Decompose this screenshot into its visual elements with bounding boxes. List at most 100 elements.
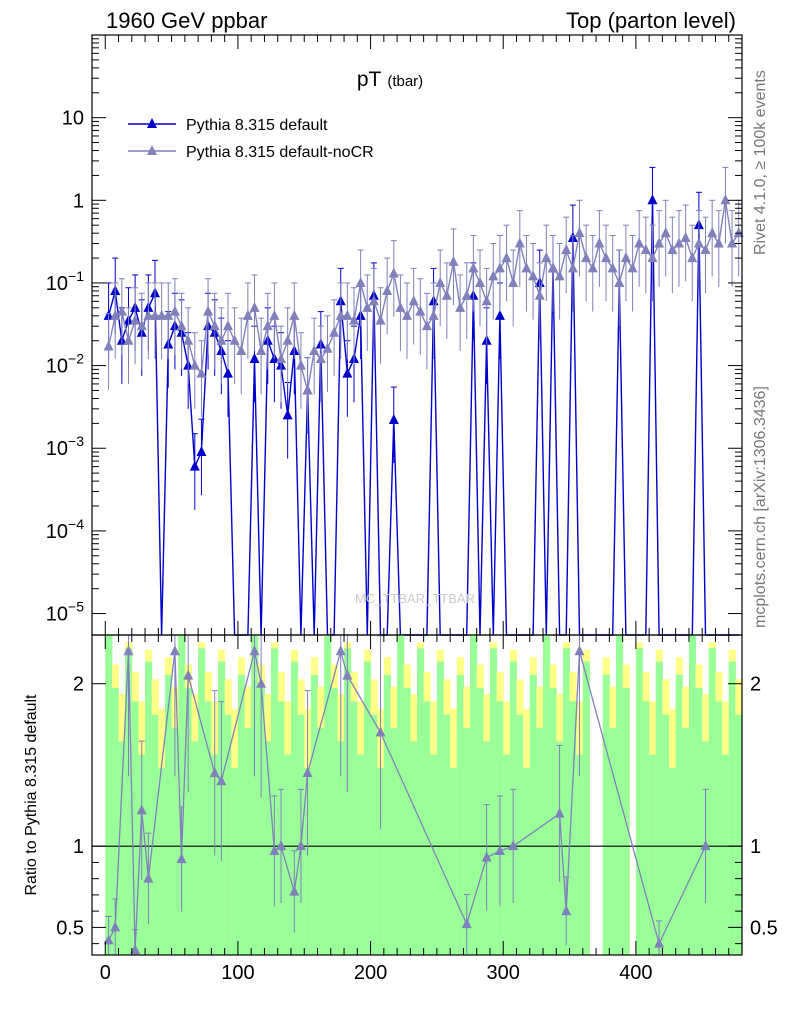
data-point-nocr xyxy=(342,309,353,320)
ratio-band-inner xyxy=(655,661,663,955)
data-point-nocr xyxy=(382,284,393,295)
data-point-nocr xyxy=(163,309,174,320)
data-point-nocr xyxy=(601,252,612,263)
data-point-nocr xyxy=(169,305,180,316)
plot-title: pT (tbar) xyxy=(357,68,423,91)
ratio-band-inner xyxy=(118,741,126,955)
data-point-nocr xyxy=(614,276,625,287)
ratio-band-inner xyxy=(549,688,557,955)
ratio-band-inner xyxy=(728,661,736,955)
data-point-nocr xyxy=(441,289,452,300)
legend-label-default: Pythia 8.315 default xyxy=(186,117,328,134)
ratio-point-nocr xyxy=(461,918,472,929)
data-point-nocr xyxy=(421,320,432,331)
ratio-band-inner xyxy=(264,741,272,955)
ratio-point-nocr xyxy=(130,944,141,955)
ratio-band-inner xyxy=(204,701,212,955)
ratio-band-inner xyxy=(576,754,584,955)
ratio-band-inner xyxy=(642,701,650,955)
ratio-band-inner xyxy=(191,741,199,955)
header-right: Top (parton level) xyxy=(566,8,736,33)
legend-label-nocr: Pythia 8.315 default-noCR xyxy=(186,144,374,161)
x-tick-label: 400 xyxy=(619,962,652,984)
data-point-nocr xyxy=(547,262,558,273)
ratio-point-nocr xyxy=(554,807,565,818)
data-point-default xyxy=(494,309,505,320)
ratio-band-inner xyxy=(602,674,610,955)
ratio-band-inner xyxy=(330,688,338,955)
data-point-nocr xyxy=(362,301,373,312)
data-point-nocr xyxy=(242,309,253,320)
series-line-default xyxy=(107,200,739,636)
data-point-nocr xyxy=(620,252,631,263)
series-line-nocr xyxy=(107,200,740,391)
data-point-nocr xyxy=(435,276,446,287)
legend: Pythia 8.315 default Pythia 8.315 defaul… xyxy=(128,117,374,161)
ratio-band-inner xyxy=(489,648,498,955)
data-point-default xyxy=(282,409,293,420)
data-point-nocr xyxy=(587,262,598,273)
data-point-nocr xyxy=(150,309,161,320)
ratio-point-nocr xyxy=(375,726,386,737)
ratio-panel: 0.5 0.5 1 1 2 2 0 100 200 300 400 Ratio to Pythia… xyxy=(23,35,778,984)
data-point-nocr xyxy=(667,244,678,255)
ratio-band-inner xyxy=(529,674,537,955)
ratio-point-nocr xyxy=(302,767,313,778)
data-point-default xyxy=(388,413,399,424)
ratio-point-nocr xyxy=(110,921,121,932)
data-point-nocr xyxy=(461,289,472,300)
ratio-band-inner xyxy=(337,741,345,955)
ratio-band-inner xyxy=(224,714,232,955)
ratio-point-nocr xyxy=(249,645,260,656)
ratio-y-axis: 0.5 0.5 1 1 2 2 xyxy=(56,674,778,945)
ratio-band-inner xyxy=(304,767,312,955)
ratio-band-inner xyxy=(516,714,524,955)
main-ytick-label: 10 xyxy=(62,108,84,130)
data-point-default xyxy=(342,367,353,378)
ratio-point-nocr xyxy=(481,851,492,862)
ratio-band-inner xyxy=(735,714,743,955)
data-point-nocr xyxy=(468,262,479,273)
data-point-nocr xyxy=(428,309,439,320)
data-point-nocr xyxy=(388,267,399,278)
main-ytick-label: 10−3 xyxy=(46,433,84,460)
ratio-point-nocr xyxy=(183,669,194,680)
mcplots-label: mcplots.cern.ch [arXiv:1306.3436] xyxy=(752,386,769,628)
ratio-point-nocr xyxy=(654,937,665,948)
ratio-band-inner xyxy=(178,635,186,955)
ratio-band-inner xyxy=(310,674,319,955)
data-point-nocr xyxy=(727,237,738,248)
ratio-band-inner xyxy=(344,648,352,955)
ratio-point-nocr xyxy=(176,853,187,864)
ratio-line-nocr xyxy=(108,648,707,951)
data-point-nocr xyxy=(594,237,605,248)
data-point-nocr xyxy=(123,334,134,345)
ratio-band-inner xyxy=(708,648,716,955)
ratio-band-inner xyxy=(669,767,677,955)
data-point-default xyxy=(222,367,233,378)
data-point-nocr xyxy=(561,244,572,255)
data-point-default xyxy=(249,353,260,364)
data-point-nocr xyxy=(528,270,539,281)
data-point-default xyxy=(189,460,200,471)
ratio-band-inner xyxy=(609,728,617,955)
ratio-ytick-label: 0.5 xyxy=(56,917,84,939)
data-point-nocr xyxy=(236,345,247,356)
main-series-layer xyxy=(103,166,744,636)
ratio-band-inner xyxy=(257,688,265,955)
data-point-default xyxy=(196,446,207,457)
ratio-point-nocr xyxy=(342,669,353,680)
ratio-ytick-label-right: 1 xyxy=(750,836,761,858)
ratio-band-inner xyxy=(456,674,464,955)
rivet-label: Rivet 4.1.0, ≥ 100k events xyxy=(752,70,769,255)
ratio-band-inner xyxy=(383,674,391,955)
ratio-ytick-label-right: 2 xyxy=(750,674,761,696)
ratio-band-inner xyxy=(397,635,405,955)
data-point-nocr xyxy=(415,305,426,316)
ratio-band-inner xyxy=(111,688,120,955)
data-point-nocr xyxy=(276,353,287,364)
ratio-band-inner xyxy=(682,728,690,955)
data-point-nocr xyxy=(395,301,406,312)
ratio-band-inner xyxy=(390,728,398,955)
